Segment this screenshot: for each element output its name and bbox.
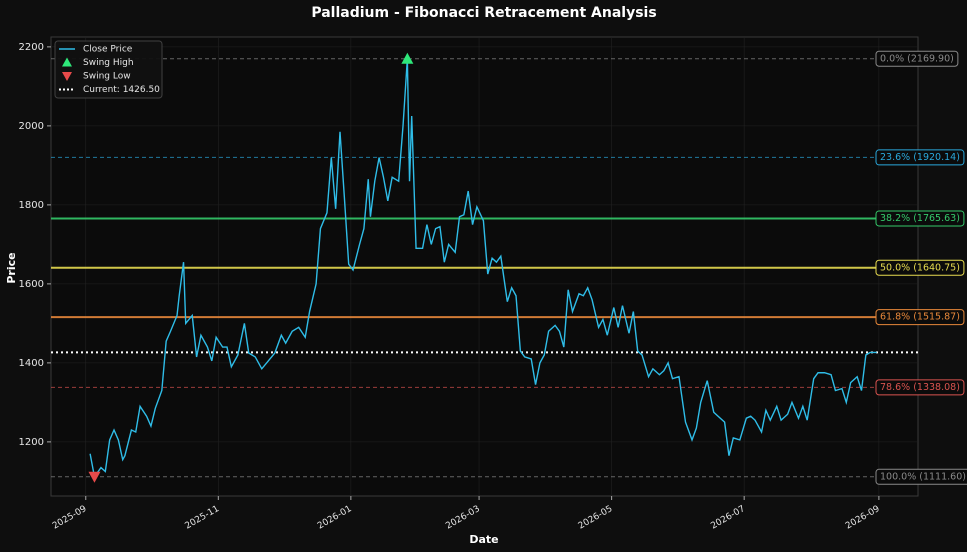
fib-label-box [875, 309, 965, 326]
legend-label: Swing High [83, 58, 134, 68]
swing-low-marker [88, 471, 101, 483]
y-axis-label: Price [5, 252, 18, 283]
fib-label-box [875, 50, 959, 67]
y-tick-label: 1200 [19, 437, 44, 448]
price-line [89, 58, 877, 479]
plot-area [50, 36, 919, 497]
fib-label-box [875, 259, 965, 276]
legend-box [54, 40, 163, 99]
fib-label: 0.0% (2169.90) [880, 53, 954, 64]
fib-label: 100.0% (1111.60) [880, 471, 966, 482]
y-tick-label: 1400 [19, 358, 44, 369]
fib-label: 23.6% (1920.14) [880, 152, 960, 163]
legend-label: Swing Low [83, 72, 131, 82]
y-tick-label: 1800 [19, 200, 44, 211]
legend-swatch [62, 57, 72, 67]
chart-title: Palladium - Fibonacci Retracement Analys… [311, 5, 656, 21]
swing-high-marker [401, 52, 414, 64]
fib-label-box [875, 379, 965, 396]
fib-label: 38.2% (1765.63) [880, 213, 960, 224]
y-tick-label: 2000 [19, 121, 44, 132]
fib-label-box [875, 468, 967, 485]
fib-label: 78.6% (1338.08) [880, 382, 960, 393]
fib-label-box [875, 149, 965, 166]
legend-label: Current: 1426.50 [83, 85, 160, 95]
fib-label-box [875, 210, 965, 227]
fib-label: 50.0% (1640.75) [880, 262, 960, 273]
y-tick-label: 2200 [19, 42, 44, 53]
y-tick-label: 1600 [19, 279, 44, 290]
legend-label: Close Price [83, 45, 133, 55]
fib-label: 61.8% (1515.87) [880, 312, 960, 323]
legend-swatch [62, 72, 72, 81]
x-axis-label: Date [469, 533, 498, 546]
